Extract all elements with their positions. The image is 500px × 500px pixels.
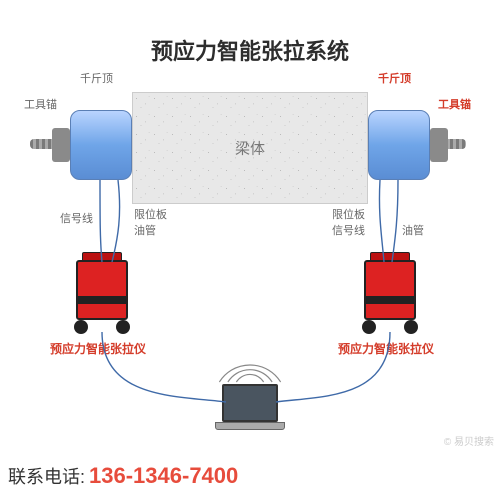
tensioner-machine-right <box>360 260 420 332</box>
machine-band-icon <box>76 296 128 304</box>
jack-left <box>70 110 132 180</box>
label-jack-right: 千斤顶 <box>378 70 411 86</box>
tensioner-machine-left <box>72 260 132 332</box>
laptop-screen-icon <box>222 384 278 422</box>
wheel-icon <box>74 320 88 334</box>
label-anchor-left: 工具锚 <box>24 96 57 112</box>
laptop-icon <box>222 384 285 430</box>
anchor-left <box>52 128 70 162</box>
label-signal-right: 信号线 <box>332 222 365 238</box>
footer-label: 联系电话: <box>8 463 85 489</box>
footer-bar: 联系电话: 136-1346-7400 <box>0 452 500 500</box>
machine-body-icon <box>364 260 416 320</box>
label-pipe-right: 油管 <box>402 222 424 238</box>
laptop-base-icon <box>215 422 285 430</box>
anchor-right <box>430 128 448 162</box>
footer-phone: 136-1346-7400 <box>89 463 238 489</box>
machine-band-icon <box>364 296 416 304</box>
wheel-icon <box>404 320 418 334</box>
wheel-icon <box>362 320 376 334</box>
diagram-title: 预应力智能张拉系统 <box>0 34 500 66</box>
label-limit-right: 限位板 <box>332 206 365 222</box>
beam-label: 梁体 <box>235 138 265 159</box>
diagram-canvas: 预应力智能张拉系统 梁体 千斤顶 千斤顶 工具锚 工具锚 信号线 限位板 油管 … <box>0 0 500 500</box>
label-pipe-left: 油管 <box>134 222 156 238</box>
label-jack-left: 千斤顶 <box>80 70 113 86</box>
machine-body-icon <box>76 260 128 320</box>
watermark-text: © 易贝搜索 <box>444 433 494 448</box>
beam-body: 梁体 <box>132 92 368 204</box>
tensioner-label-left: 预应力智能张拉仪 <box>50 340 146 357</box>
jack-right <box>368 110 430 180</box>
label-limit-left: 限位板 <box>134 206 167 222</box>
label-signal-left: 信号线 <box>60 210 93 226</box>
tensioner-label-right: 预应力智能张拉仪 <box>338 340 434 357</box>
label-anchor-right: 工具锚 <box>438 96 471 112</box>
wheel-icon <box>116 320 130 334</box>
